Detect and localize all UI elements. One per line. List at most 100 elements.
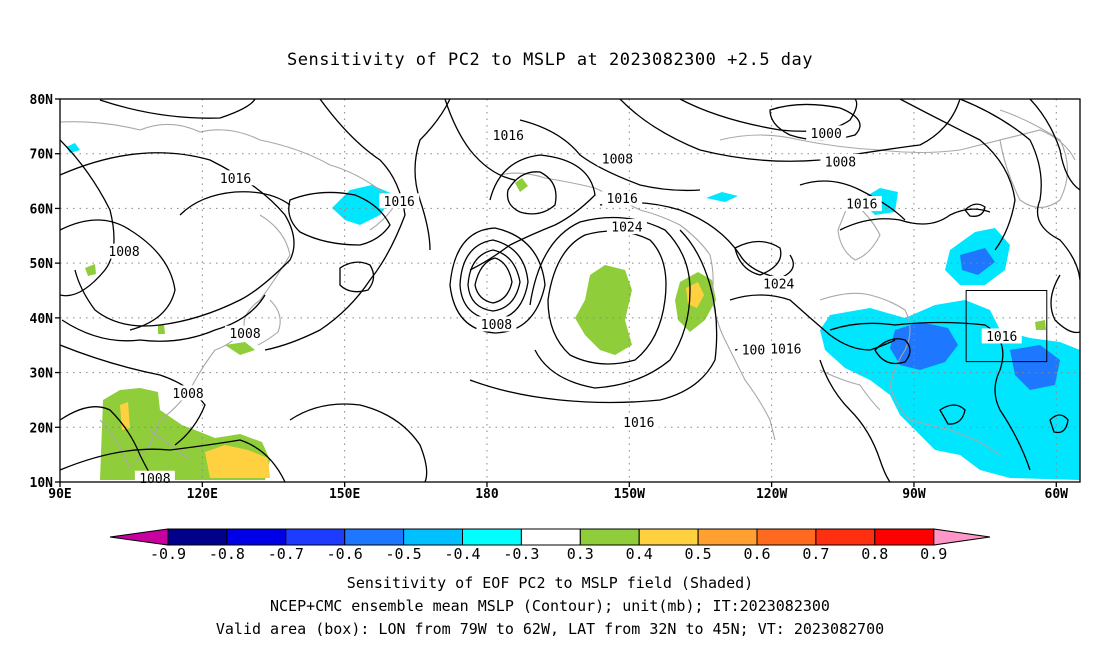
contour-label: 1016 — [384, 195, 415, 210]
colorbar-swatch — [579, 528, 640, 546]
colorbar-swatch — [874, 528, 935, 546]
contour-line — [60, 344, 206, 446]
lat-tick-label: 20N — [30, 421, 54, 436]
map-grid — [60, 99, 1080, 482]
shade-blue-core — [890, 322, 958, 370]
contour-label-bg — [758, 275, 799, 291]
colorbar-arrow-right — [933, 528, 991, 546]
contour-line — [60, 139, 115, 297]
shade-yellow-south-china — [120, 402, 270, 478]
contour-label: 1008 — [825, 155, 856, 170]
contour-label-bg — [225, 325, 266, 341]
lat-tick-label: 50N — [30, 257, 54, 272]
contour-label: 1016 — [220, 172, 251, 187]
contour-label-bg — [476, 316, 517, 332]
shade-cyan-alaska — [706, 192, 738, 202]
contour-line — [519, 119, 701, 192]
contour-line — [506, 171, 557, 215]
contour-label: 1024 — [611, 221, 642, 236]
colorbar-swatch — [285, 528, 346, 546]
colorbar-label: 0.6 — [743, 545, 770, 563]
contour-line — [414, 99, 451, 251]
contour-label: 1008 — [229, 327, 260, 342]
colorbar-label: -0.8 — [209, 545, 245, 563]
coast-north-america-east — [819, 292, 1001, 456]
contour-line — [1050, 274, 1080, 334]
footer-line-1: Sensitivity of EOF PC2 to MSLP field (Sh… — [346, 574, 754, 592]
colorbar-label: 0.4 — [626, 545, 653, 563]
colorbar-swatch — [638, 528, 699, 546]
contour-label: 1016 — [493, 129, 524, 144]
lon-tick-label: 150E — [329, 487, 360, 502]
lon-tick-label: 180 — [475, 487, 499, 502]
coast-greenland — [999, 109, 1068, 209]
contour-line — [599, 201, 794, 279]
contour-label-bg — [765, 341, 806, 357]
contour-line — [939, 404, 966, 425]
colorbar: -0.9 -0.8 -0.7 -0.6 -0.5 -0.4 -0.3 0.3 0.4 0.5 0.6… — [109, 528, 991, 563]
contour-label-bg — [618, 414, 659, 430]
colorbar-label: 0.9 — [920, 545, 947, 563]
contour-line — [339, 261, 375, 293]
contour-line — [529, 216, 691, 389]
lat-tick-label: 30N — [30, 367, 54, 382]
contour-line — [839, 208, 991, 231]
coast-canada-north — [719, 129, 1076, 161]
contour-label-bg — [820, 153, 861, 169]
shade-blue-newfoundland — [960, 248, 995, 275]
lon-tick-label: 90E — [48, 487, 71, 502]
lat-tick-label: 80N — [30, 93, 54, 108]
colorbar-swatch — [815, 528, 876, 546]
colorbar-swatch — [226, 528, 287, 546]
contour-label: 1008 — [172, 387, 203, 402]
contour-label-bg — [841, 196, 882, 212]
sensitivity-shading — [66, 143, 1080, 480]
colorbar-swatch — [403, 528, 464, 546]
contour-label-bg — [215, 170, 256, 186]
contour-line — [619, 99, 961, 162]
contour-line — [1049, 414, 1069, 434]
footer-line-3: Valid area (box): LON from 79W to 62W, L… — [215, 620, 885, 638]
lon-tick-label: 150W — [614, 487, 645, 502]
contour-line — [179, 191, 291, 216]
lon-tick-label: 90W — [902, 487, 926, 502]
contour-line — [964, 203, 986, 217]
lat-tick-label: 10N — [30, 476, 54, 491]
coast-indochina — [99, 419, 191, 471]
contour-line — [547, 230, 667, 365]
colorbar-label: 0.3 — [567, 545, 594, 563]
contour-labels: 1016 1000 1008 1008 1016 1016 1016 1016 1024 1008… — [104, 125, 1022, 487]
contour-line — [459, 239, 529, 321]
contour-line — [469, 229, 718, 404]
contour-label: 1016 — [846, 198, 877, 213]
lon-tick-label: 120E — [187, 487, 218, 502]
contour-line — [1029, 99, 1080, 191]
contour-label-bg — [168, 385, 209, 401]
contour-label: 1000 — [811, 127, 842, 142]
colorbar-label: -0.9 — [150, 545, 186, 563]
contour-line — [99, 99, 256, 119]
shade-blue-atlantic — [1010, 345, 1060, 390]
footer-line-2: NCEP+CMC ensemble mean MSLP (Contour); u… — [270, 597, 830, 615]
shade-green-japan — [225, 342, 255, 355]
contour-line — [289, 403, 428, 482]
contour-label: 1016 — [986, 330, 1017, 345]
contour-label-bg — [597, 151, 638, 167]
valid-area-box — [965, 290, 1048, 363]
contour-label: 1008 — [481, 318, 512, 333]
colorbar-swatch — [520, 528, 581, 546]
contour-line — [60, 152, 295, 327]
coast-gulf — [819, 369, 881, 411]
coast-japan — [257, 299, 281, 346]
shade-green-alaska — [515, 178, 528, 192]
contour-line — [959, 99, 1080, 281]
contour-label-bg — [806, 125, 847, 141]
contour-line — [467, 249, 521, 312]
colorbar-label: -0.4 — [444, 545, 480, 563]
contour-line — [874, 338, 911, 365]
colorbar-swatch — [462, 528, 522, 546]
contour-line — [474, 257, 513, 304]
colorbar-label: -0.6 — [327, 545, 363, 563]
contour-label-bg — [104, 243, 145, 259]
